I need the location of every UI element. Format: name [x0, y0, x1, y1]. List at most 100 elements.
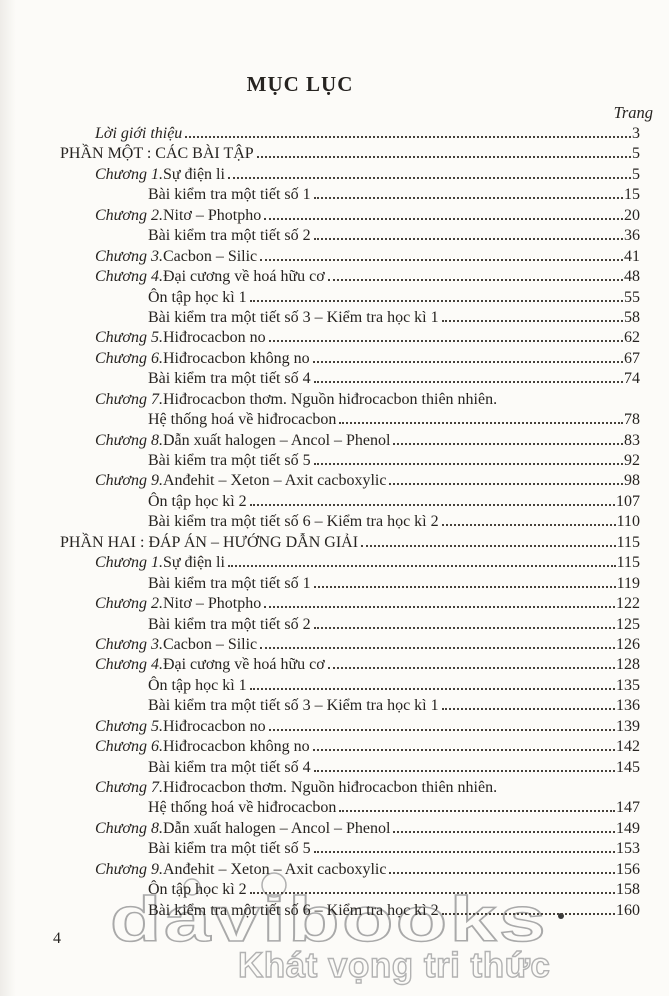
toc-entry-title: Hiđrocacbon no — [162, 717, 266, 735]
toc-entry-title: Bài kiểm tra một tiết số 5 — [148, 840, 311, 858]
toc-entry-title: Đại cương về hoá hữu cơ — [162, 656, 325, 674]
toc-row: Hệ thống hoá về hiđrocacbon 147 — [60, 798, 640, 818]
toc-entry-title: Cacbon – Silic — [162, 247, 258, 265]
toc-entry-title: Nitơ – Photpho — [162, 595, 262, 613]
toc-page-number: 136 — [616, 697, 640, 715]
toc-page-number: 119 — [616, 574, 640, 592]
dot-leader — [268, 340, 623, 343]
dot-leader — [393, 442, 623, 445]
toc-row: Bài kiểm tra một tiết số 6 – Kiểm tra họ… — [60, 512, 640, 532]
dot-leader — [313, 381, 623, 384]
dot-leader — [249, 687, 615, 690]
toc-entry-title: Bài kiểm tra một tiết số 4 — [148, 758, 311, 776]
dot-leader — [227, 176, 631, 179]
chapter-label: Chương 3. — [95, 635, 163, 653]
toc-row: Chương 3. Cacbon – Silic 41 — [60, 247, 640, 267]
chapter-label: Chương 4. — [95, 656, 163, 674]
chapter-label: Chương 9. — [95, 472, 163, 490]
toc-page-number: 115 — [616, 554, 640, 572]
dot-leader — [313, 197, 623, 200]
toc-entry-title: Dẫn xuất halogen – Ancol – Phenol — [162, 819, 391, 837]
dot-leader — [313, 463, 623, 465]
toc-entry-title: Ôn tập học kì 1 — [148, 288, 247, 306]
toc-row: Chương 4. Đại cương về hoá hữu cơ 128 — [60, 655, 640, 675]
chapter-label: Chương 2. — [95, 595, 163, 613]
toc-page-number: 147 — [616, 799, 640, 817]
toc-row: Chương 8. Dẫn xuất halogen – Ancol – Phen… — [60, 431, 640, 451]
toc-entry-title: Ôn tập học kì 2 — [148, 881, 247, 899]
dot-leader — [256, 156, 631, 159]
toc-page-number: 55 — [624, 288, 640, 306]
toc-page-number: 122 — [616, 595, 640, 613]
toc-row: Chương 9. Anđehit – Xeton – Axit cacboxyl… — [60, 860, 640, 880]
toc-entry-title: Hiđrocacbon thơm. Nguồn hiđrocacbon thiê… — [162, 390, 498, 408]
toc-entry-title: Hệ thống hoá về hiđrocacbon — [148, 799, 337, 817]
toc-row: Ôn tập học kì 2 158 — [60, 880, 640, 900]
watermark-slogan-text: Khát vọng tri thức — [238, 946, 550, 985]
dot-leader — [249, 503, 615, 506]
toc-row: Chương 1. Sự điện li 115 — [60, 553, 640, 573]
chapter-label: Chương 6. — [95, 349, 163, 367]
toc-entry-title: Bài kiểm tra một tiết số 4 — [148, 370, 311, 388]
chapter-label: Chương 1. — [95, 165, 163, 183]
chapter-label: Chương 5. — [95, 717, 163, 735]
toc-entry-title: Anđehit – Xeton – Axit cacboxylic — [162, 472, 387, 490]
dot-leader — [249, 299, 623, 302]
dot-leader — [389, 871, 615, 874]
dot-leader — [361, 544, 616, 547]
toc-page-number: 3 — [632, 125, 640, 142]
toc-entry-title: Ôn tập học kì 1 — [148, 676, 247, 694]
toc-row: Chương 6. Hiđrocacbon không no 142 — [60, 737, 640, 757]
chapter-label: Chương 8. — [95, 431, 163, 449]
toc-row: Chương 7. Hiđrocacbon thơm. Nguồn hiđroca… — [60, 390, 640, 410]
toc-page-number: 62 — [624, 329, 640, 347]
toc-entry-title: Bài kiểm tra một tiết số 1 — [148, 574, 311, 592]
toc-page-number: 48 — [624, 268, 640, 286]
toc-row: Bài kiểm tra một tiết số 5 153 — [60, 839, 640, 859]
toc-row: Ôn tập học kì 1 135 — [60, 676, 640, 696]
toc-entry-title: Nitơ – Photpho — [162, 206, 262, 224]
dot-leader — [393, 830, 615, 833]
toc-row: Bài kiểm tra một tiết số 3 – Kiểm tra họ… — [60, 696, 640, 716]
dot-leader — [264, 606, 615, 609]
dot-leader — [313, 626, 615, 629]
toc-page-number: 83 — [624, 431, 640, 449]
toc-entry-title: Bài kiểm tra một tiết số 3 – Kiểm tra họ… — [148, 308, 439, 326]
dot-leader — [339, 422, 623, 425]
chapter-label: Chương 9. — [95, 860, 163, 878]
toc-entry-title: Sự điện li — [162, 165, 225, 183]
chapter-label: Chương 1. — [95, 554, 163, 572]
dot-leader — [260, 258, 623, 261]
toc-entry-title: Bài kiểm tra một tiết số 5 — [148, 452, 311, 469]
toc-entry-title: Sự điện li — [162, 554, 225, 572]
toc-page-number: 156 — [616, 860, 640, 878]
toc-entry-title: Hệ thống hoá về hiđrocacbon — [148, 411, 337, 429]
toc-page-number: 5 — [632, 145, 640, 163]
dot-leader — [312, 360, 623, 363]
toc-row: Ôn tập học kì 1 55 — [60, 288, 640, 308]
chapter-label: Chương 5. — [95, 329, 163, 347]
dot-leader — [227, 565, 616, 568]
toc-row: Chương 6. Hiđrocacbon không no 67 — [60, 349, 640, 369]
toc-page-number: 115 — [616, 533, 640, 551]
toc-page-number: 36 — [624, 227, 640, 245]
chapter-label: Chương 7. — [95, 779, 163, 796]
dot-leader — [260, 646, 615, 649]
toc-page-number: 160 — [616, 901, 640, 919]
toc-page-number: 74 — [624, 370, 640, 388]
dot-leader — [313, 851, 615, 854]
toc-row: PHẦN MỘT : CÁC BÀI TẬP 5 — [60, 144, 640, 164]
toc-entry-title: PHẦN HAI : ĐÁP ÁN – HƯỚNG DẪN GIẢI — [60, 533, 359, 551]
toc-entry-title: Ôn tập học kì 2 — [148, 492, 247, 510]
toc-page-number: 126 — [616, 635, 640, 653]
toc-page-number: 145 — [616, 758, 640, 776]
toc-entry-title: Bài kiểm tra một tiết số 6 – Kiểm tra họ… — [148, 901, 439, 919]
toc-page-number: 142 — [616, 738, 640, 756]
toc-entry-title: PHẦN MỘT : CÁC BÀI TẬP — [60, 145, 254, 163]
dot-leader — [268, 728, 615, 731]
chapter-label: Chương 8. — [95, 819, 163, 837]
toc-page-number: 139 — [616, 717, 640, 735]
chapter-label: Chương 4. — [95, 268, 163, 286]
dot-leader — [441, 524, 616, 527]
toc-page-number: 110 — [616, 513, 640, 531]
